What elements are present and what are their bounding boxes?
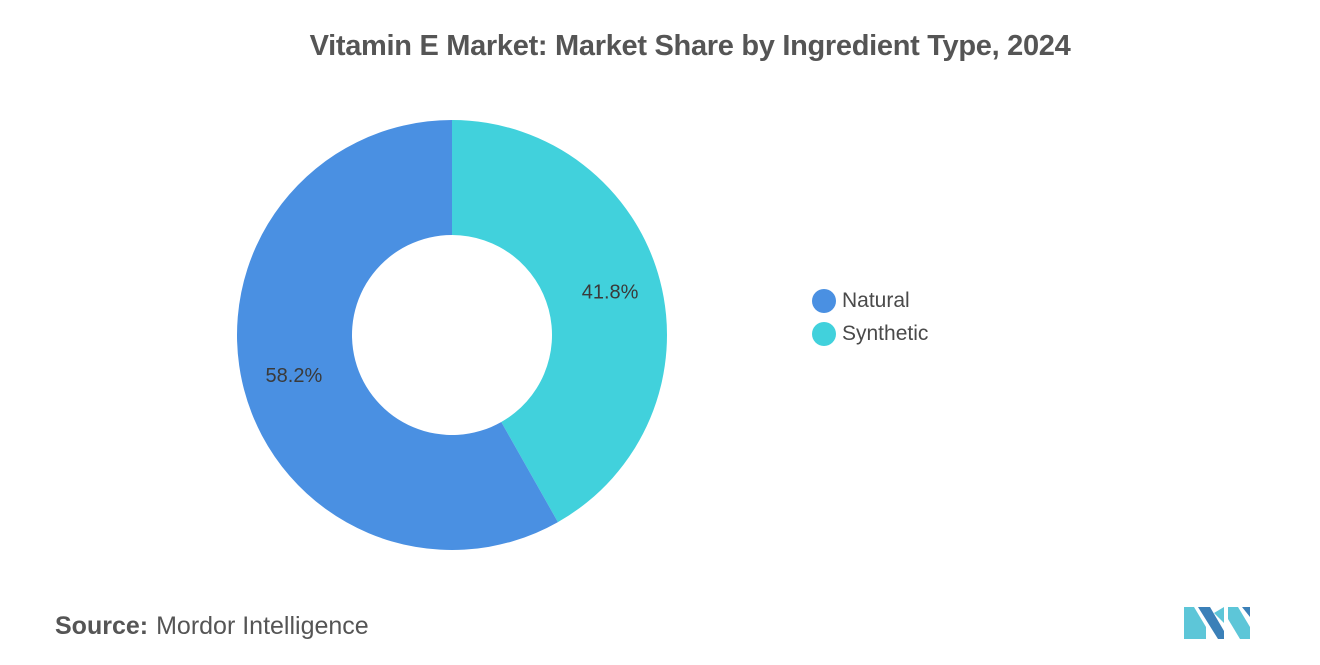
chart-title: Vitamin E Market: Market Share by Ingred… <box>309 30 1071 62</box>
data-label-natural: 58.2% <box>266 365 323 387</box>
source-note: Source: Mordor Intelligence <box>55 612 369 641</box>
source-label: Source: <box>55 612 149 640</box>
legend-item-synthetic: Synthetic <box>812 317 928 350</box>
legend-swatch-synthetic <box>812 321 836 346</box>
legend-label-synthetic: Synthetic <box>842 321 929 345</box>
pie-slice-natural <box>236 120 558 551</box>
legend-swatch-natural <box>812 288 836 313</box>
mordor-intelligence-logo-icon <box>1184 607 1250 639</box>
pie-slice-synthetic <box>452 120 667 523</box>
data-label-synthetic: 41.8% <box>582 282 639 304</box>
legend-label-natural: Natural <box>842 288 910 312</box>
legend: Natural Synthetic <box>812 284 928 350</box>
legend-item-natural: Natural <box>812 284 928 317</box>
source-text: Mordor Intelligence <box>156 612 369 640</box>
